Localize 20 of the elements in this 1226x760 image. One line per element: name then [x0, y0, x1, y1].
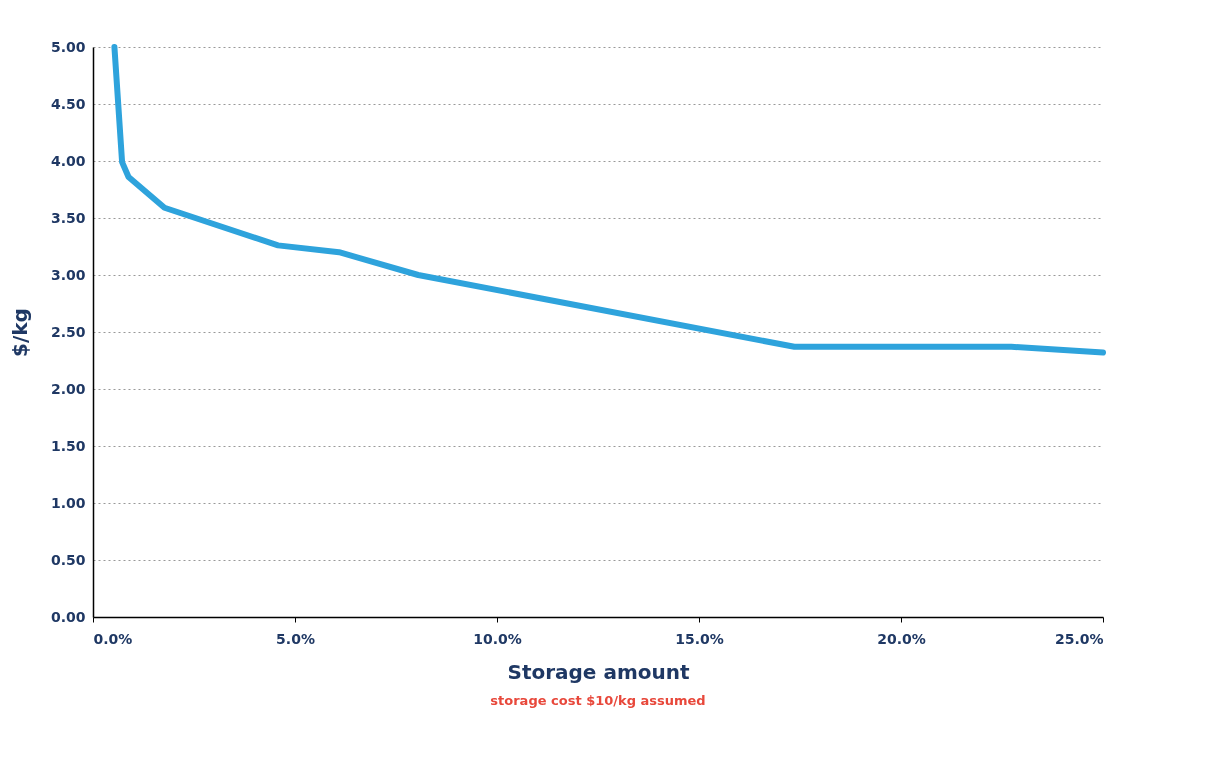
y-tick-label: 4.50: [50, 95, 86, 112]
y-tick-label: 0.00: [50, 608, 86, 625]
x-tick-label: 15.0%: [675, 630, 724, 647]
x-tick-label: 5.0%: [276, 630, 315, 647]
y-tick-label: 2.00: [50, 380, 86, 397]
x-tick-label: 25.0%: [1054, 630, 1104, 647]
y-tick-label: 2.50: [50, 323, 86, 340]
x-tick-label: 10.0%: [473, 630, 522, 647]
x-tick-label: 0.0%: [93, 630, 133, 647]
y-tick-label: 3.00: [50, 266, 86, 283]
y-tick-label: 0.50: [50, 551, 86, 568]
y-tick-label: 1.00: [50, 494, 86, 511]
y-axis-title: $/kg: [7, 308, 32, 357]
x-axis-title: Storage amount: [507, 659, 690, 684]
y-tick-label: 4.00: [50, 152, 86, 169]
y-tick-label: 5.00: [50, 38, 86, 55]
y-tick-label: 3.50: [50, 209, 86, 226]
x-tick-label: 20.0%: [877, 630, 926, 647]
text: storage cost $10/kg assumed: [490, 693, 706, 708]
y-tick-label: 1.50: [50, 437, 86, 454]
